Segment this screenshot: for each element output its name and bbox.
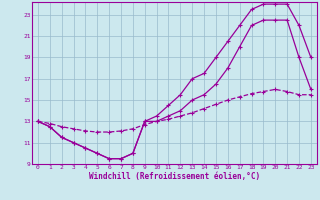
X-axis label: Windchill (Refroidissement éolien,°C): Windchill (Refroidissement éolien,°C) <box>89 172 260 181</box>
